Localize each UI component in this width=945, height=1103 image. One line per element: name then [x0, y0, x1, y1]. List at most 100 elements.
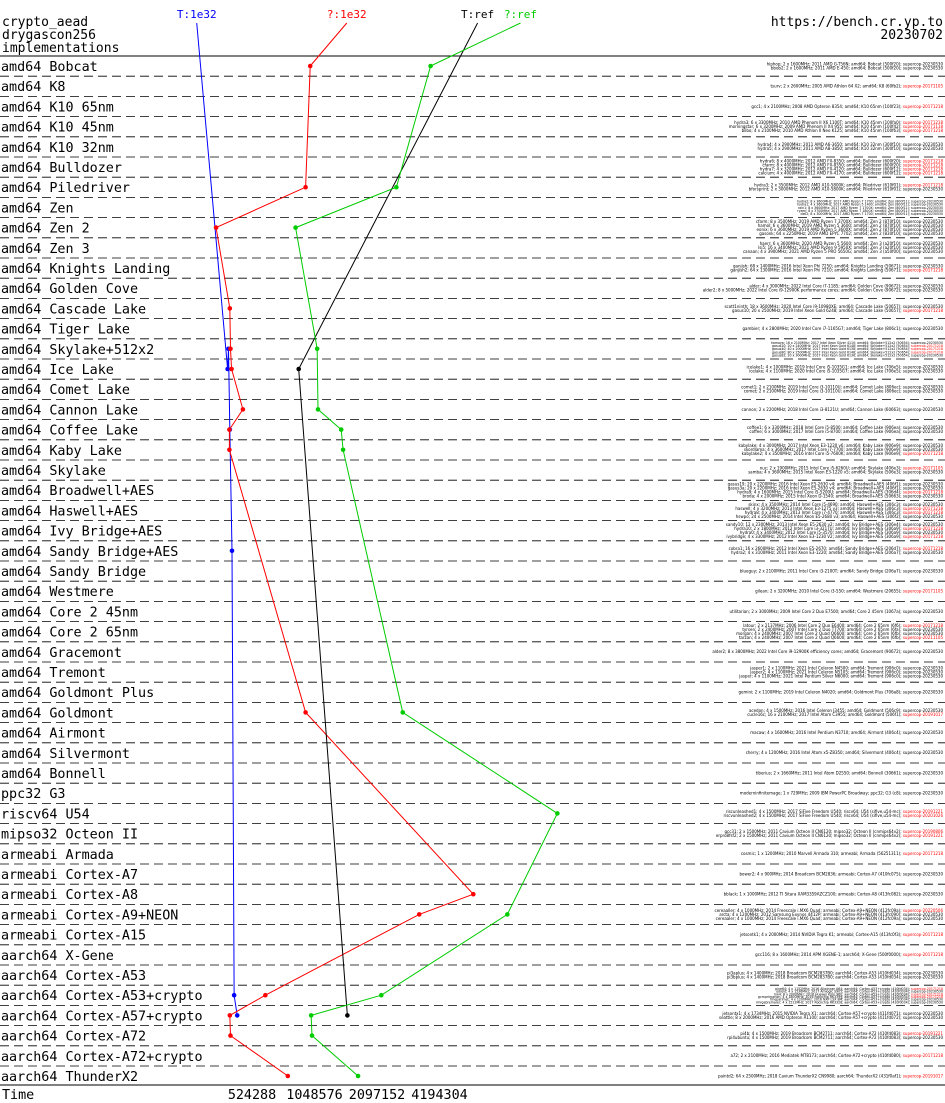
row-label: amd64 Bulldozer: [1, 161, 122, 176]
row-label: aarch64 Cortex-A72+crypto: [1, 1050, 203, 1065]
machine-detail: riscvunleashed2; 4 x 1500MHz; 2017 SiFiv…: [723, 813, 943, 818]
machine-detail: canaan; 4 x 3900MHz; 2021 AMD Ryzen 5 PR…: [743, 249, 943, 254]
machine-detail: pi4b; 4 x 1500MHz; 2019 Broadcom BCM2711…: [740, 1031, 943, 1036]
data-point: [229, 366, 234, 372]
machine-detail: ganjish; 68 x 1400MHz; 2016 Intel Xeon P…: [733, 263, 943, 268]
header-line-3: implementations: [2, 41, 120, 56]
machine-detail: hydra3; 6 x 3300MHz; 2010 AMD Phenom II …: [734, 120, 943, 125]
machine-detail: jetsontx1; 4 x 1734MHz; 2015 NVIDIA Tegr…: [721, 1011, 943, 1016]
series-leader-line: [309, 22, 348, 67]
source-url: https://bench.cr.yp.to: [770, 15, 943, 30]
row-label: amd64 Goldmont Plus: [1, 686, 154, 701]
x-tick-label: 524288: [228, 1088, 276, 1103]
row-label: amd64 Knights Landing: [1, 262, 170, 277]
machine-detail: cfarm; 8 x 4000MHz; 2012 AMD FX-8350; am…: [762, 162, 943, 167]
data-point: [303, 710, 308, 715]
machine-detail: gasus80; 80 x 2500MHz; 2017 Intel Xeon G…: [772, 350, 943, 354]
machine-detail: gasus10; 20 x 2500MHz; 2019 Intel Xeon G…: [732, 308, 943, 313]
row-label: amd64 Golden Cove: [1, 282, 138, 297]
machine-detail: cucle16c; 16 x 2100MHz; 2017 Intel Atom …: [747, 712, 943, 717]
machine-detail: haswell; 4 x 3200MHz; 2013 Intel Xeon E3…: [735, 506, 943, 511]
machine-detail: pi3aplus; 4 x 1400MHz; 2018 Broadcom BCM…: [727, 970, 944, 975]
machine-detail: morgan; 4 x 2400MHz; 2007 Intel Core 2 Q…: [736, 631, 943, 636]
data-point: [227, 306, 233, 311]
data-point: [293, 225, 298, 230]
row-label: armeabi Cortex-A8: [1, 888, 138, 903]
machine-detail: hw4; 8 x 2000MHz; 2016 Huawei Kirin 960;…: [774, 992, 943, 996]
row-label: amd64 Broadwell+AES: [1, 484, 154, 499]
series-label: ?:1e32: [327, 8, 367, 21]
machine-detail: alder2; 8 x 5000MHz; 2022 Intel Core i9-…: [703, 288, 944, 293]
series-line: [295, 65, 559, 1077]
series-label: T:1e32: [177, 8, 217, 21]
machine-detail: gcc1; 4 x 2100MHz; 2008 AMD Opteron 8354…: [751, 104, 943, 109]
machine-detail: hamaya; 16 x 2100MHz; 2017 Intel Xeon Si…: [771, 341, 943, 345]
machine-detail: coffee1; 6 x 3300MHz; 2018 Intel Core i5…: [747, 425, 944, 430]
machine-detail: kabylake2; 4 x 3500MHz; 2016 Intel Core …: [742, 451, 944, 456]
row-label: amd64 Core 2 65nm: [1, 626, 138, 641]
machine-detail: comet; 2 x 2100MHz; 2019 Intel Core i3-1…: [744, 389, 944, 394]
machine-detail: gemini; 2 x 1100MHz; 2019 Intel Celeron …: [738, 690, 943, 695]
machine-detail: gambier; 4 x 2800MHz; 2020 Intel Core i7…: [742, 326, 943, 331]
row-label: amd64 Coffee Lake: [1, 424, 138, 439]
row-label: amd64 Cannon Lake: [1, 403, 138, 418]
row-label: amd64 Zen 3: [1, 242, 90, 257]
x-tick-label: 1048576: [286, 1088, 342, 1103]
row-label: armeabi Cortex-A7: [1, 868, 138, 883]
data-point: [227, 447, 232, 453]
machine-detail: arcta; 4 x 1200MHz; 2012 Samsung Exynos …: [719, 912, 943, 917]
row-label: amd64 Core 2 45nm: [1, 605, 138, 620]
machine-detail: broda; 4 x 2000MHz; 2015 Intel Xeon D-15…: [743, 494, 944, 499]
x-tick-label: 4194304: [411, 1088, 467, 1103]
series-label: T:ref: [461, 8, 494, 21]
machine-detail: gilean; 2 x 3200MHz; 2010 Intel Core i3-…: [755, 589, 943, 594]
data-point: [231, 992, 237, 998]
series-line: [227, 348, 238, 1016]
header-line-1: crypto_aead: [2, 15, 89, 30]
machine-detail: hydra5; 4 x 2900MHz; 2011 AMD A8-3850; a…: [758, 146, 944, 151]
machine-detail: skordlama; 4 x 3600MHz; 2017 Intel Core …: [744, 447, 944, 452]
machine-detail: icelake; 4 x 1100MHz; 2020 Intel Core i5…: [749, 368, 943, 373]
machine-detail: tsurv; 2 x 2600MHz; 2005 AMD Athlon 64 X…: [770, 84, 943, 89]
machine-detail: hamol; 6 x 3600MHz; 2019 AMD Ryzen 5 360…: [758, 223, 944, 228]
machine-detail: alder2; 8 x 3800MHz; 2022 Intel Core i9-…: [712, 649, 943, 654]
machine-detail: nuc; 2 x 1900MHz; 2015 Intel Core i5-626…: [760, 465, 944, 470]
data-point: [307, 63, 313, 69]
machine-detail: tarzan; 4 x 2400MHz; 2007 Intel Core 2 Q…: [739, 635, 944, 640]
row-label: armeabi Cortex-A9+NEON: [1, 908, 178, 923]
machine-detail: hydra9; 4 x 1600MHz; 2015 Intel Core i5-…: [737, 490, 943, 495]
machine-detail: bower2; 4 x 900MHz; 2014 Broadcom BCM283…: [739, 871, 943, 876]
machine-detail: hydra2; 4 x 3100MHz; 2011 Intel Xeon E3-…: [731, 550, 943, 555]
row-label: amd64 Tiger Lake: [1, 323, 130, 338]
row-label: amd64 Kaby Lake: [1, 444, 122, 459]
machine-detail: cereaaler; 4 x 1000MHz; 2014 Freescale i…: [716, 916, 944, 921]
row-label: amd64 Zen: [1, 201, 74, 216]
data-point: [345, 1013, 350, 1018]
machine-detail: cherry; 4 x 1200MHz; 2016 Intel Atom x5-…: [746, 750, 944, 755]
row-label: amd64 Ivy Bridge+AES: [1, 525, 162, 540]
machine-detail: hydra0; 4 x 3400MHz; 2012 Intel Core i5-…: [740, 530, 944, 535]
series-leader-line: [196, 22, 229, 370]
row-label: amd64 Sandy Bridge: [1, 565, 146, 580]
data-point: [355, 1073, 361, 1079]
machine-detail: bbob2; 2 x 1600MHz; 2011 AMD E-450; amd6…: [771, 65, 944, 70]
machine-detail: bblack; 1 x 1000MHz; 2012 TI Sitara XAM3…: [724, 892, 944, 897]
data-point: [338, 427, 344, 432]
data-point: [227, 1013, 233, 1018]
machine-detail: calcium; 4 x 4000MHz; 2012 AMD FX-4170; …: [758, 170, 943, 175]
row-label: amd64 Comet Lake: [1, 383, 130, 398]
machine-detail: jasper1; 2 x 1100MHz; 2021 Intel Celeron…: [749, 665, 943, 670]
row-label: mipso32 Octeon II: [1, 828, 138, 843]
row-label: amd64 Westmere: [1, 585, 114, 600]
machine-detail: hydra2; 8 x 3600MHz; 2017 AMD Ryzen 7 17…: [797, 199, 943, 203]
row-label: amd64 K10 32nm: [1, 141, 114, 156]
machine-detail: alder; 4 x 3000MHz; 2022 Intel Core i7-1…: [749, 284, 943, 289]
row-label: aarch64 Cortex-A72: [1, 1030, 146, 1045]
row-label: amd64 Tremont: [1, 666, 106, 681]
machine-detail: hydra4; 4 x 2900MHz; 2011 AMD A6-3650; a…: [758, 142, 944, 147]
machine-detail: gasus3a; 20 x 2200MHz; 2016 Intel Xeon E…: [728, 486, 944, 491]
machine-detail: cereaaller; 4 x 1000MHz; 2014 Freescale …: [715, 908, 944, 913]
machine-detail: kabylake; 4 x 3000MHz; 2017 Intel Xeon E…: [739, 443, 944, 448]
machine-detail: ryzen; 8 x 3700MHz; 2017 AMD Ryzen 7 180…: [797, 209, 943, 213]
data-point: [234, 1013, 240, 1018]
